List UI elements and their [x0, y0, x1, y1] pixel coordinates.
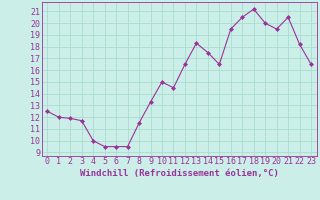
X-axis label: Windchill (Refroidissement éolien,°C): Windchill (Refroidissement éolien,°C): [80, 169, 279, 178]
